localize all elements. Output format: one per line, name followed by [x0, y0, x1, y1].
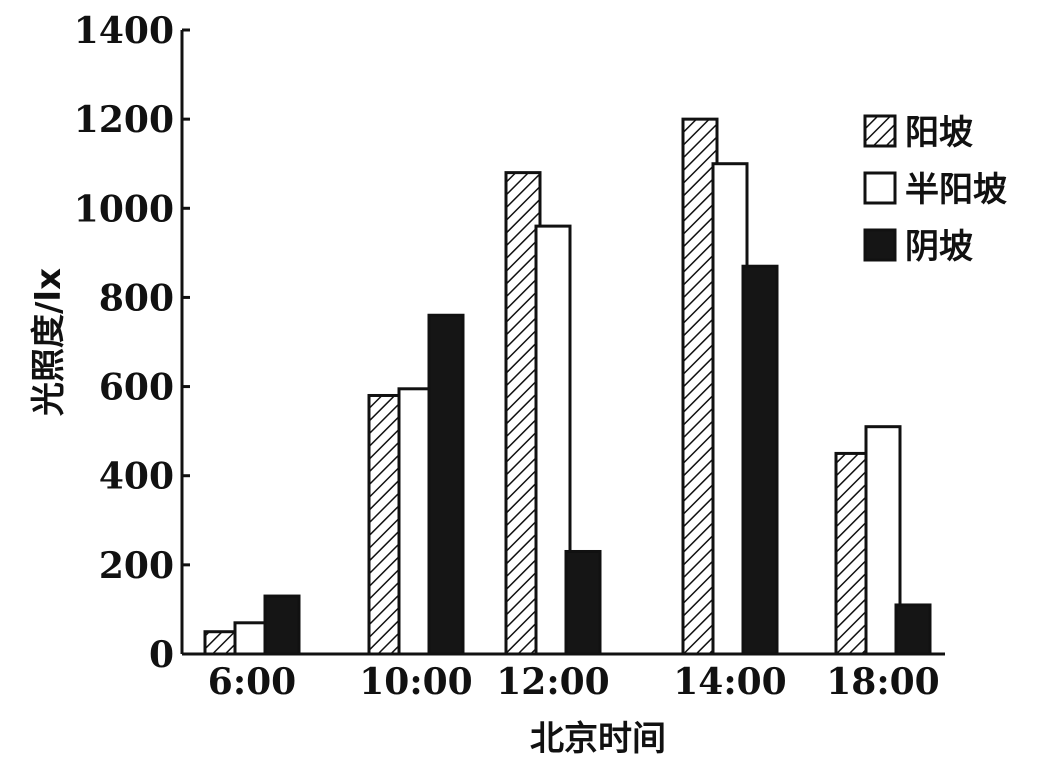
- x-tick-label: 14:00: [673, 661, 786, 703]
- y-tick-label: 800: [99, 277, 174, 319]
- bar-1200-3: [564, 549, 602, 656]
- y-tick-label: 200: [99, 545, 174, 587]
- bar-1000-1: [367, 393, 405, 656]
- bar-1200-1: [504, 171, 542, 656]
- bars: [203, 117, 932, 656]
- y-tick-label: 1200: [74, 99, 174, 141]
- bar-1400-1: [681, 117, 719, 656]
- bar-600-3: [263, 594, 301, 656]
- bar-1800-3: [894, 603, 932, 656]
- y-tick-label: 0: [149, 634, 174, 676]
- x-tick-label: 18:00: [826, 661, 939, 703]
- bar-1000-3: [427, 313, 465, 656]
- y-tick-label: 600: [99, 367, 174, 409]
- bar-1400-2: [711, 162, 749, 656]
- y-tick-label: 400: [99, 456, 174, 498]
- legend-label-3: 阴坡: [905, 227, 973, 267]
- bar-1800-2: [864, 425, 902, 656]
- legend-swatch-3: [863, 228, 897, 262]
- y-axis-label: 光照度/lx: [29, 268, 69, 416]
- y-axis-ticks: 0 200 400 600 800 1000 1200 1400: [74, 10, 190, 676]
- legend-label-2: 半阳坡: [905, 170, 1007, 210]
- y-tick-label: 1000: [74, 188, 174, 230]
- bar-1200-2: [534, 224, 572, 656]
- x-tick-label: 12:00: [496, 661, 609, 703]
- legend-swatch-2: [863, 171, 897, 205]
- x-tick-label: 6:00: [208, 661, 296, 703]
- x-tick-label: 10:00: [359, 661, 472, 703]
- legend-swatch-1: [863, 114, 897, 148]
- bar-1400-3: [741, 264, 779, 656]
- y-tick-label: 1400: [74, 10, 174, 52]
- x-axis-label: 北京时间: [530, 719, 666, 759]
- x-axis-ticks: 6:00 10:00 12:00 14:00 18:00: [208, 661, 940, 703]
- legend-label-1: 阳坡: [905, 113, 973, 153]
